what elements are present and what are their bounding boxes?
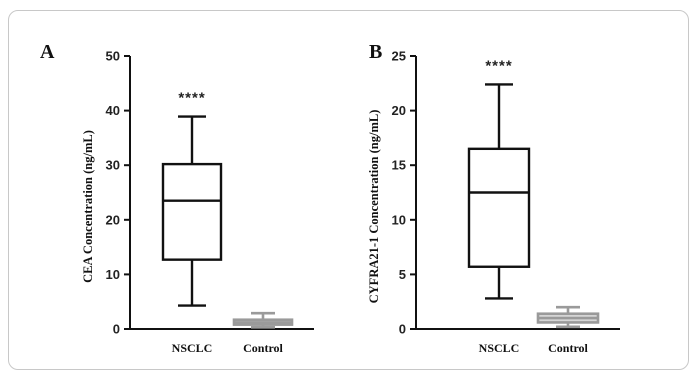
y-axis-label: CEA Concentration (ng/mL) <box>81 130 95 283</box>
y-tick-label: 25 <box>392 49 406 64</box>
y-tick-label: 0 <box>113 322 120 337</box>
panel-letter: A <box>40 41 55 63</box>
y-tick-label: 15 <box>392 158 406 173</box>
panel-b: B 0 5 10 15 20 25 CYFRA21-1 Concentration (ng/m… <box>367 41 620 355</box>
significance-label: **** <box>485 57 512 74</box>
y-tick-label: 30 <box>106 158 120 173</box>
panel-letter: B <box>369 41 382 63</box>
x-category-label: NSCLC <box>172 341 213 355</box>
y-tick-label: 10 <box>106 267 120 282</box>
iqr-box <box>467 147 531 268</box>
box-nsclc: **** <box>161 90 223 307</box>
y-tick-label: 50 <box>106 49 120 64</box>
y-tick-label: 20 <box>392 103 406 118</box>
panel-a: A 0 10 20 30 40 50 CEA Concentration (ng/mL) ***… <box>40 41 314 355</box>
y-tick-label: 40 <box>106 103 120 118</box>
x-category-label: Control <box>243 341 283 355</box>
y-tick-label: 20 <box>106 212 120 227</box>
iqr-box <box>161 162 223 261</box>
box-control <box>536 305 600 329</box>
x-category-label: Control <box>548 341 588 355</box>
y-axis-label: CYFRA21-1 Concentration (ng/mL) <box>367 110 381 304</box>
y-tick-label: 0 <box>399 322 406 337</box>
figure-frame <box>8 10 689 370</box>
box-control <box>232 311 294 329</box>
significance-label: **** <box>178 90 205 107</box>
y-tick-label: 5 <box>399 267 406 282</box>
box-nsclc: **** <box>467 57 531 300</box>
y-tick-label: 10 <box>392 212 406 227</box>
x-category-label: NSCLC <box>479 341 520 355</box>
